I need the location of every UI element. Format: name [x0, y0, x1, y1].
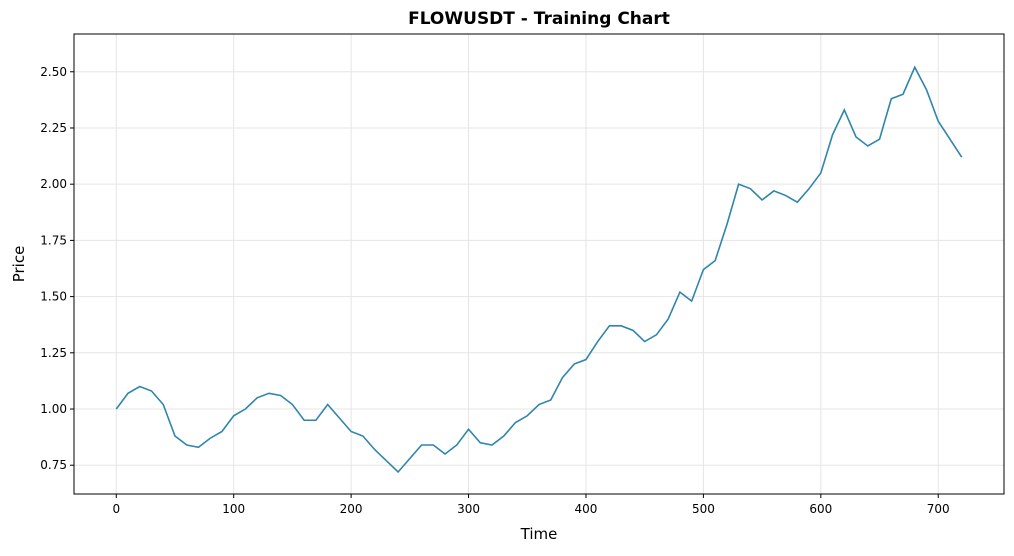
y-tick-label: 2.50 [40, 65, 67, 79]
chart-title: FLOWUSDT - Training Chart [408, 9, 670, 29]
x-tick-label: 200 [340, 502, 363, 516]
plot-frame [73, 33, 1005, 495]
x-tick-label: 600 [809, 502, 832, 516]
y-tick-label: 2.25 [40, 121, 67, 135]
x-tick-label: 500 [692, 502, 715, 516]
y-tick-label: 1.75 [40, 233, 67, 247]
y-tick-label: 1.25 [40, 346, 67, 360]
y-tick-label: 2.00 [40, 177, 67, 191]
y-tick-label: 1.50 [40, 290, 67, 304]
x-axis-label: Time [520, 525, 558, 543]
y-tick-label: 1.00 [40, 402, 67, 416]
x-tick-label: 0 [112, 502, 120, 516]
x-tick-label: 400 [575, 502, 598, 516]
x-tick-label: 100 [222, 502, 245, 516]
x-tick-label: 300 [457, 502, 480, 516]
price-line [115, 65, 963, 474]
y-axis-label: Price [10, 246, 28, 283]
x-tick-label: 700 [927, 502, 950, 516]
y-tick-label: 0.75 [40, 458, 67, 472]
